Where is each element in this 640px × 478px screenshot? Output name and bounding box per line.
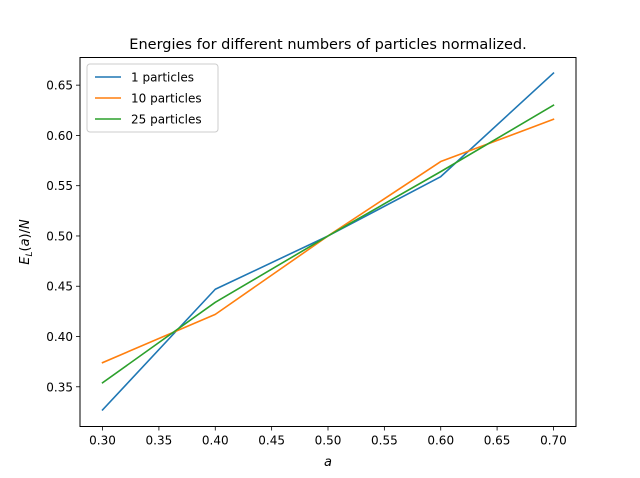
- y-axis-ticks: 0.35 0.40 0.45 0.50 0.55 0.60 0.65: [46, 79, 80, 394]
- chart-title: Energies for different numbers of partic…: [129, 37, 526, 53]
- y-tick-label: 0.45: [46, 280, 73, 294]
- legend: 1 particles 10 particles 25 particles: [86, 63, 219, 133]
- x-tick-label: 0.50: [315, 434, 342, 448]
- x-axis-ticks: 0.30 0.35 0.40 0.45 0.50 0.55 0.60 0.65 0.70: [89, 426, 567, 448]
- x-tick-label: 0.40: [202, 434, 229, 448]
- legend-label-3: 25 particles: [131, 113, 202, 127]
- x-tick-label: 0.55: [371, 434, 398, 448]
- x-tick-label: 0.60: [427, 434, 454, 448]
- legend-box: [86, 63, 219, 133]
- legend-label-2: 10 particles: [131, 92, 202, 106]
- x-tick-label: 0.35: [146, 434, 173, 448]
- y-tick-label: 0.35: [46, 380, 73, 394]
- y-axis-label: EL(a)/N: [18, 219, 35, 265]
- x-axis-label: a: [324, 455, 332, 470]
- series-line-2: [101, 118, 555, 364]
- x-tick-label: 0.45: [258, 434, 285, 448]
- plot-lines: [101, 71, 555, 412]
- x-tick-label: 0.70: [540, 434, 567, 448]
- y-tick-label: 0.65: [46, 79, 73, 93]
- y-tick-label: 0.55: [46, 179, 73, 193]
- legend-label-1: 1 particles: [131, 71, 194, 85]
- x-tick-label: 0.30: [89, 434, 116, 448]
- x-tick-label: 0.65: [484, 434, 511, 448]
- y-tick-label: 0.60: [46, 129, 73, 143]
- series-line-3: [101, 104, 555, 384]
- y-tick-label: 0.50: [46, 229, 73, 243]
- y-tick-label: 0.40: [46, 330, 73, 344]
